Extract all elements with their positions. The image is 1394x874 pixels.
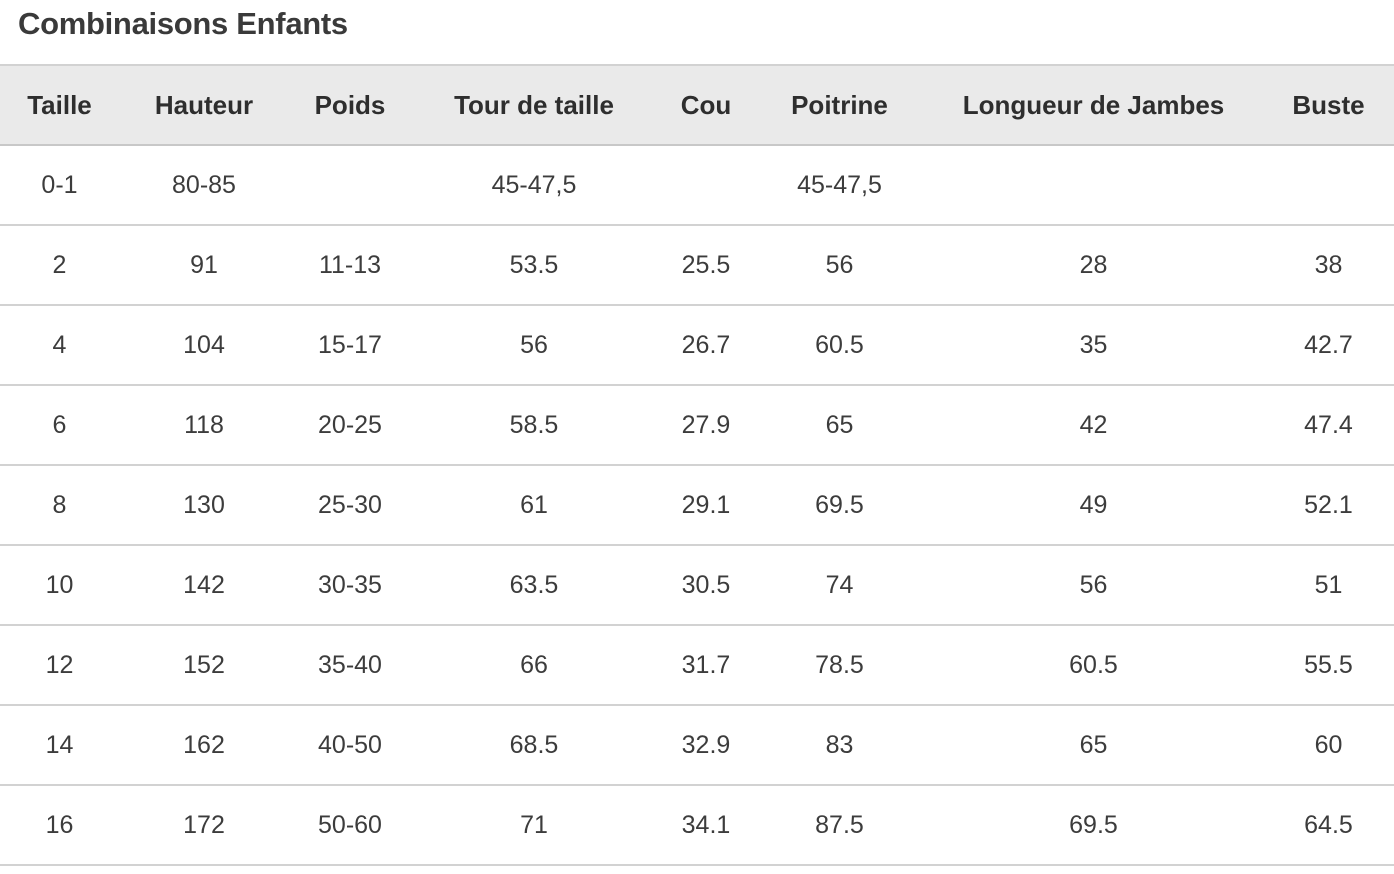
- cell-poids: 15-17: [289, 305, 411, 386]
- cell-taille: 2: [0, 225, 119, 306]
- header-poitrine: Poitrine: [755, 64, 924, 146]
- cell-poids: 25-30: [289, 465, 411, 546]
- table-row: 6 118 20-25 58.5 27.9 65 42 47.4: [0, 385, 1394, 466]
- cell-taille: 4: [0, 305, 119, 386]
- cell-buste: 38: [1263, 225, 1394, 306]
- cell-taille: 8: [0, 465, 119, 546]
- cell-buste: 47.4: [1263, 385, 1394, 466]
- cell-cou: 30.5: [657, 545, 755, 626]
- cell-tour-de-taille: 68.5: [411, 705, 657, 786]
- cell-buste: 64.5: [1263, 785, 1394, 866]
- cell-longueur-de-jambes: 69.5: [924, 785, 1263, 866]
- cell-tour-de-taille: 58.5: [411, 385, 657, 466]
- table-row: 4 104 15-17 56 26.7 60.5 35 42.7: [0, 305, 1394, 386]
- cell-cou: [657, 145, 755, 226]
- table-row: 16 172 50-60 71 34.1 87.5 69.5 64.5: [0, 785, 1394, 866]
- cell-hauteur: 80-85: [119, 145, 289, 226]
- header-cou: Cou: [657, 64, 755, 146]
- header-tour-de-taille: Tour de taille: [411, 64, 657, 146]
- table-header: Taille Hauteur Poids Tour de taille Cou …: [0, 64, 1394, 146]
- cell-tour-de-taille: 71: [411, 785, 657, 866]
- table-row: 8 130 25-30 61 29.1 69.5 49 52.1: [0, 465, 1394, 546]
- cell-longueur-de-jambes: 56: [924, 545, 1263, 626]
- table-row: 2 91 11-13 53.5 25.5 56 28 38: [0, 225, 1394, 306]
- cell-buste: [1263, 145, 1394, 226]
- size-chart-table: Taille Hauteur Poids Tour de taille Cou …: [0, 64, 1394, 866]
- cell-poitrine: 83: [755, 705, 924, 786]
- cell-poids: 11-13: [289, 225, 411, 306]
- cell-longueur-de-jambes: 28: [924, 225, 1263, 306]
- cell-longueur-de-jambes: [924, 145, 1263, 226]
- cell-poids: 20-25: [289, 385, 411, 466]
- cell-tour-de-taille: 53.5: [411, 225, 657, 306]
- cell-poids: 50-60: [289, 785, 411, 866]
- cell-hauteur: 152: [119, 625, 289, 706]
- cell-poids: 35-40: [289, 625, 411, 706]
- cell-longueur-de-jambes: 60.5: [924, 625, 1263, 706]
- cell-poitrine: 87.5: [755, 785, 924, 866]
- cell-poitrine: 56: [755, 225, 924, 306]
- cell-hauteur: 162: [119, 705, 289, 786]
- cell-taille: 6: [0, 385, 119, 466]
- cell-poitrine: 78.5: [755, 625, 924, 706]
- cell-taille: 12: [0, 625, 119, 706]
- cell-taille: 10: [0, 545, 119, 626]
- cell-hauteur: 118: [119, 385, 289, 466]
- cell-poitrine: 65: [755, 385, 924, 466]
- table-row: 0-1 80-85 45-47,5 45-47,5: [0, 145, 1394, 226]
- cell-poitrine: 69.5: [755, 465, 924, 546]
- table-row: 14 162 40-50 68.5 32.9 83 65 60: [0, 705, 1394, 786]
- cell-taille: 16: [0, 785, 119, 866]
- cell-cou: 34.1: [657, 785, 755, 866]
- cell-poids: [289, 145, 411, 226]
- cell-cou: 27.9: [657, 385, 755, 466]
- cell-tour-de-taille: 63.5: [411, 545, 657, 626]
- cell-poitrine: 45-47,5: [755, 145, 924, 226]
- cell-cou: 25.5: [657, 225, 755, 306]
- cell-buste: 42.7: [1263, 305, 1394, 386]
- cell-poitrine: 60.5: [755, 305, 924, 386]
- table-body: 0-1 80-85 45-47,5 45-47,5 2 91 11-13 53.5 25.5 56…: [0, 145, 1394, 866]
- cell-cou: 26.7: [657, 305, 755, 386]
- cell-poids: 30-35: [289, 545, 411, 626]
- cell-tour-de-taille: 61: [411, 465, 657, 546]
- cell-hauteur: 104: [119, 305, 289, 386]
- cell-hauteur: 142: [119, 545, 289, 626]
- cell-cou: 31.7: [657, 625, 755, 706]
- cell-longueur-de-jambes: 35: [924, 305, 1263, 386]
- header-taille: Taille: [0, 64, 119, 146]
- cell-hauteur: 130: [119, 465, 289, 546]
- cell-longueur-de-jambes: 65: [924, 705, 1263, 786]
- table-row: 12 152 35-40 66 31.7 78.5 60.5 55.5: [0, 625, 1394, 706]
- cell-hauteur: 172: [119, 785, 289, 866]
- cell-tour-de-taille: 56: [411, 305, 657, 386]
- cell-buste: 55.5: [1263, 625, 1394, 706]
- cell-taille: 14: [0, 705, 119, 786]
- cell-tour-de-taille: 45-47,5: [411, 145, 657, 226]
- header-longueur-de-jambes: Longueur de Jambes: [924, 64, 1263, 146]
- cell-cou: 29.1: [657, 465, 755, 546]
- cell-taille: 0-1: [0, 145, 119, 226]
- cell-cou: 32.9: [657, 705, 755, 786]
- table-header-row: Taille Hauteur Poids Tour de taille Cou …: [0, 64, 1394, 146]
- page-title: Combinaisons Enfants: [18, 6, 348, 41]
- cell-hauteur: 91: [119, 225, 289, 306]
- cell-buste: 52.1: [1263, 465, 1394, 546]
- cell-longueur-de-jambes: 42: [924, 385, 1263, 466]
- header-buste: Buste: [1263, 64, 1394, 146]
- cell-longueur-de-jambes: 49: [924, 465, 1263, 546]
- cell-buste: 60: [1263, 705, 1394, 786]
- cell-poitrine: 74: [755, 545, 924, 626]
- header-hauteur: Hauteur: [119, 64, 289, 146]
- table-row: 10 142 30-35 63.5 30.5 74 56 51: [0, 545, 1394, 626]
- cell-tour-de-taille: 66: [411, 625, 657, 706]
- cell-poids: 40-50: [289, 705, 411, 786]
- header-poids: Poids: [289, 64, 411, 146]
- cell-buste: 51: [1263, 545, 1394, 626]
